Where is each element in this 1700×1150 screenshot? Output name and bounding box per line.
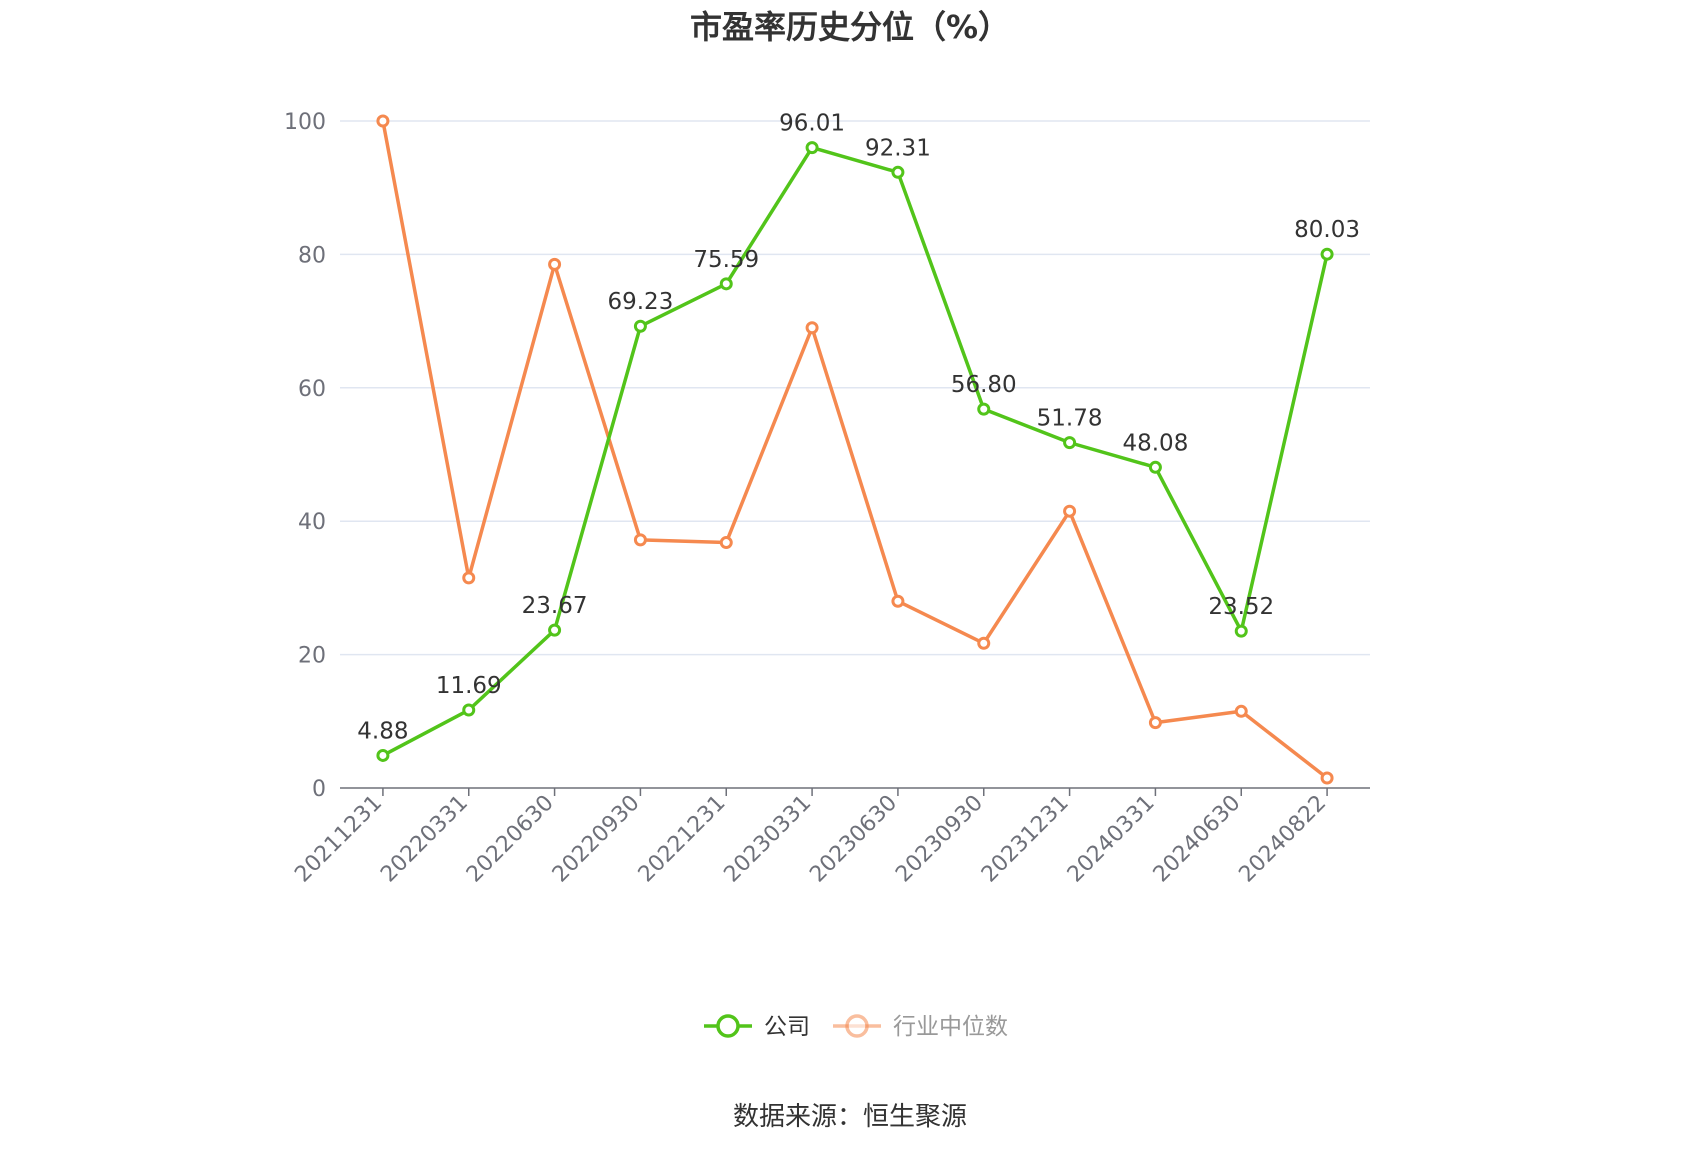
- series-0-point: [1320, 247, 1334, 261]
- legend[interactable]: 公司 行业中位数: [704, 1014, 1008, 1040]
- series-0-point: [1234, 624, 1248, 638]
- series-0-point: [376, 748, 390, 762]
- series-1-point: [548, 257, 562, 271]
- y-tick-label: 20: [298, 644, 326, 669]
- series-0-point: [805, 141, 819, 155]
- series-1-point: [376, 114, 390, 128]
- legend-item-1[interactable]: 行业中位数: [833, 1014, 1008, 1040]
- data-label: 23.67: [522, 593, 588, 619]
- series-0-point: [719, 277, 733, 291]
- legend-label: 行业中位数: [893, 1014, 1008, 1040]
- x-tick-label: 20230930: [891, 791, 988, 888]
- x-tick-label: 20230630: [805, 791, 902, 888]
- data-label: 23.52: [1208, 594, 1274, 620]
- series-0-point: [977, 402, 991, 416]
- series-1-point: [719, 536, 733, 550]
- data-source: 数据来源：恒生聚源: [733, 1102, 967, 1132]
- series-1-point: [891, 594, 905, 608]
- data-label: 80.03: [1294, 217, 1360, 243]
- data-label: 51.78: [1037, 406, 1103, 432]
- series-1-point: [1320, 771, 1334, 785]
- series-1-point: [462, 571, 476, 585]
- data-label: 48.08: [1122, 430, 1188, 456]
- data-label: 69.23: [607, 289, 673, 315]
- legend-label: 公司: [764, 1014, 810, 1040]
- series: [376, 114, 1334, 785]
- data-label: 56.80: [951, 372, 1017, 398]
- y-tick-label: 80: [298, 243, 326, 268]
- legend-marker-icon: [845, 1014, 869, 1038]
- x-tick-label: 20220331: [376, 791, 473, 888]
- series-0-point: [1063, 436, 1077, 450]
- chart-title: 市盈率历史分位（%）: [690, 8, 1010, 46]
- data-label: 4.88: [357, 718, 408, 744]
- x-tick-label: 20230331: [719, 791, 816, 888]
- series-0-point: [548, 623, 562, 637]
- series-1-point: [977, 636, 991, 650]
- y-tick-label: 0: [312, 777, 326, 802]
- y-tick-label: 60: [298, 377, 326, 402]
- series-line-1: [381, 120, 1329, 780]
- x-tick-label: 20240630: [1149, 791, 1246, 888]
- axes: 0204060801002021123120220331202206302022…: [284, 110, 1370, 887]
- x-tick-label: 20240331: [1063, 791, 1160, 888]
- legend-marker-icon: [716, 1014, 740, 1038]
- x-tick-label: 20221231: [634, 791, 731, 888]
- y-tick-label: 40: [298, 510, 326, 535]
- x-tick-label: 20211231: [290, 791, 387, 888]
- legend-item-0[interactable]: 公司: [704, 1014, 810, 1040]
- series-line-0: [382, 145, 1329, 757]
- x-tick-label: 20240822: [1234, 791, 1331, 888]
- series-0-point: [891, 165, 905, 179]
- x-tick-label: 20220930: [548, 791, 645, 888]
- x-tick-label: 20220630: [462, 791, 559, 888]
- data-label: 11.69: [436, 673, 502, 699]
- series-1-point: [1148, 716, 1162, 730]
- series-1-point: [1063, 504, 1077, 518]
- series-0-point: [633, 319, 647, 333]
- data-label: 92.31: [865, 135, 931, 161]
- series-1-point: [1234, 704, 1248, 718]
- x-tick-label: 20231231: [977, 791, 1074, 888]
- series-1-point: [633, 533, 647, 547]
- grid: [340, 120, 1370, 656]
- y-tick-label: 100: [284, 110, 326, 135]
- series-1-point: [805, 321, 819, 335]
- data-label: 75.59: [693, 247, 759, 273]
- data-label: 96.01: [779, 111, 845, 137]
- series-0-point: [1148, 460, 1162, 474]
- series-0-point: [462, 703, 476, 717]
- data-labels: 4.88 11.69 23.67 69.23 75.59 96.01 92.31 56.80 5…: [357, 111, 1360, 745]
